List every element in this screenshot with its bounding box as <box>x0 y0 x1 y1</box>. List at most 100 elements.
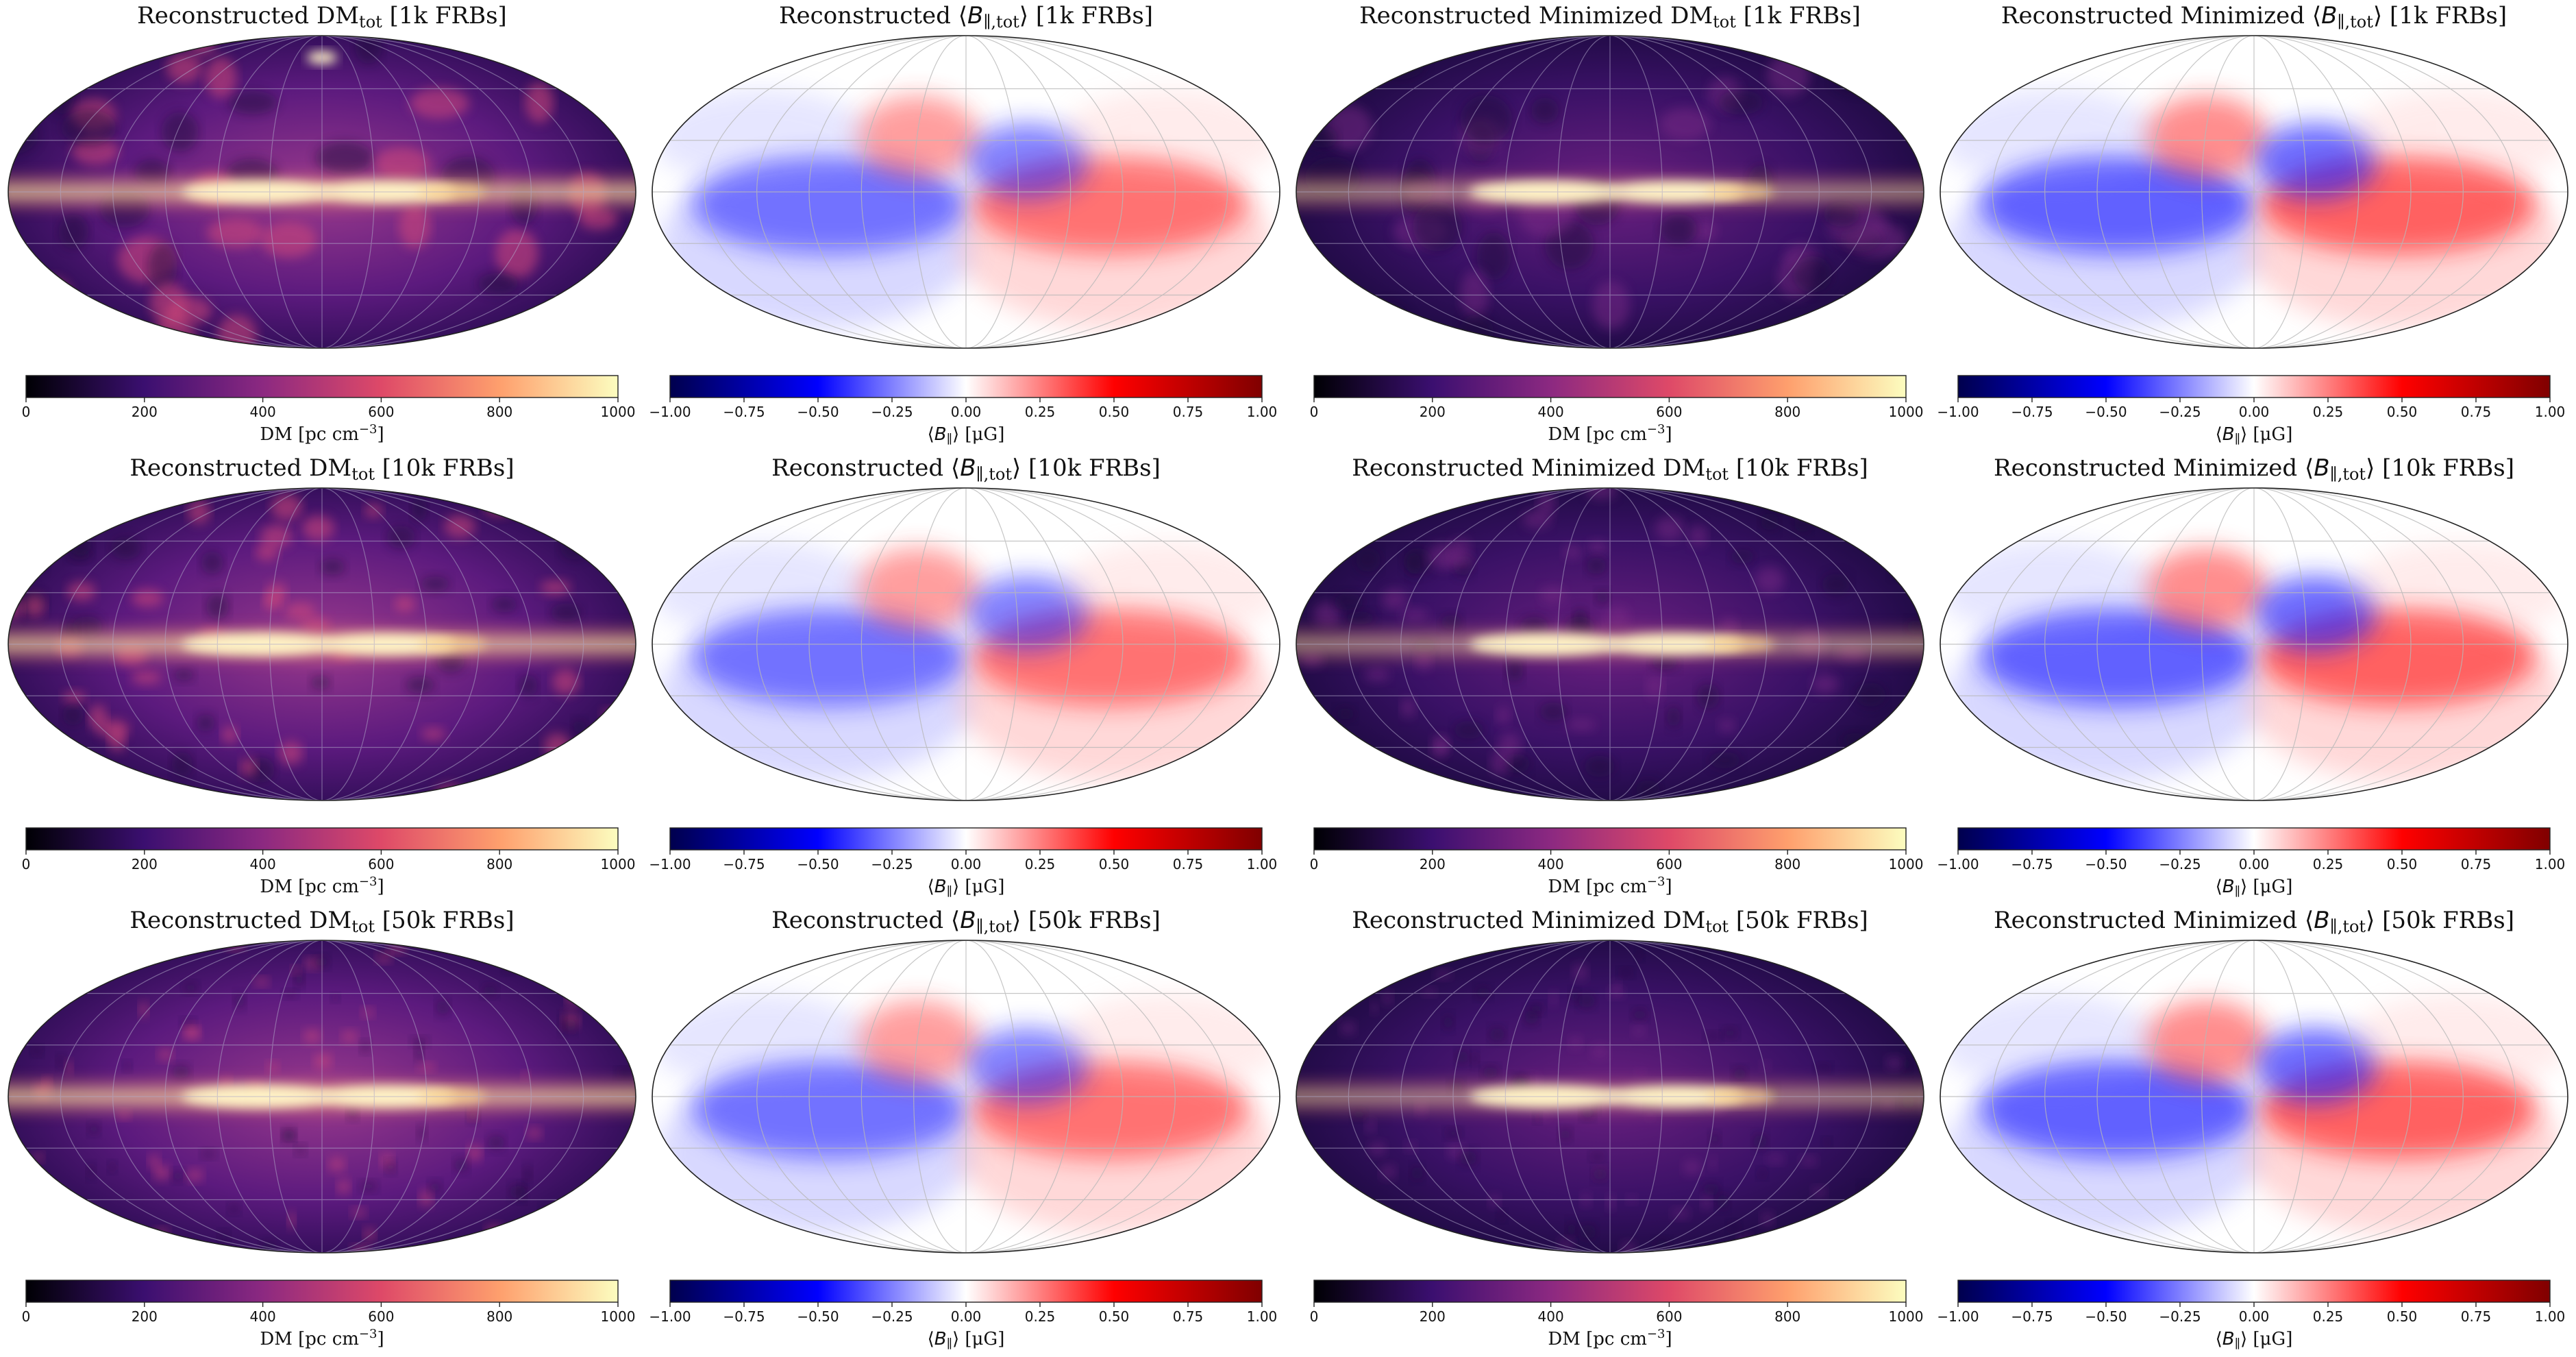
colorbar-gradient <box>1957 827 2551 851</box>
colorbar-tick-label: 0.75 <box>1173 856 1204 872</box>
colorbar-tick-label: 0.50 <box>2387 1308 2418 1325</box>
colorbar-gradient <box>1313 827 1907 851</box>
graticule <box>652 488 1280 800</box>
colorbar-tick-label: 1.00 <box>1247 404 1278 420</box>
sky-map <box>8 940 636 1253</box>
colorbar-label: ⟨B∥⟩ [μG] <box>928 877 1005 899</box>
panel-r2c1: Reconstructed DMtot [10k FRBs] 0 200 400 600… <box>8 454 636 897</box>
colorbar-tick-label: 1.00 <box>1247 1308 1278 1325</box>
colorbar-tick-label: 1000 <box>601 404 636 420</box>
colorbar-tick-label: 1.00 <box>2535 856 2566 872</box>
colorbar-label: ⟨B∥⟩ [μG] <box>2216 877 2293 899</box>
colorbar-tick-label: −0.75 <box>2011 1308 2053 1325</box>
colorbar-label: ⟨B∥⟩ [μG] <box>928 1329 1005 1352</box>
colorbar-tick-label: −0.75 <box>723 856 765 872</box>
colorbar-b: −1.00 −0.75 −0.50 −0.25 0.00 0.25 0.50 0.75 1.00… <box>649 1280 1277 1352</box>
colorbar-tick-label: 200 <box>132 1308 158 1325</box>
colorbar-gradient <box>1957 1280 2551 1303</box>
colorbar-tick-label: 0.50 <box>1099 404 1130 420</box>
colorbar-label: ⟨B∥⟩ [μG] <box>2216 424 2293 447</box>
panel-title: Reconstructed Minimized DMtot [1k FRBs] <box>1359 2 1861 32</box>
colorbar-tick-label: 0.50 <box>1099 856 1130 872</box>
panel-title: Reconstructed Minimized ⟨B∥,tot⟩ [1k FRB… <box>2001 2 2507 32</box>
colorbar-gradient <box>1313 375 1907 398</box>
graticule <box>1296 940 1924 1253</box>
panel-r2c3: Reconstructed Minimized DMtot [10k FRBs]… <box>1296 454 1924 897</box>
colorbar-tick-label: 200 <box>1420 856 1446 872</box>
colorbar-tick-label: 1000 <box>1889 856 1924 872</box>
colorbar-tick-label: 400 <box>250 1308 276 1325</box>
colorbar-label: ⟨B∥⟩ [μG] <box>2216 1329 2293 1352</box>
colorbar-tick-label: 800 <box>486 404 512 420</box>
map-outline <box>652 487 1280 801</box>
colorbar-tick-label: 0.25 <box>2313 1308 2344 1325</box>
colorbar-tick-label: −0.25 <box>2159 856 2201 872</box>
colorbar-label: DM [pc cm−3] <box>1548 422 1672 445</box>
colorbar-tick-label: 1.00 <box>2535 1308 2566 1325</box>
panel-title: Reconstructed DMtot [50k FRBs] <box>129 907 514 936</box>
colorbar-tick-label: 0.25 <box>1025 856 1056 872</box>
colorbar-tick-label: 600 <box>1656 1308 1682 1325</box>
colorbar-tick-label: −0.50 <box>2085 856 2127 872</box>
colorbar-dm: 0 200 400 600 800 1000 DM [pc cm−3] <box>1310 375 1924 445</box>
map-outline <box>1940 940 2568 1254</box>
colorbar-tick-label: 0.75 <box>2461 1308 2492 1325</box>
panel-r1c4: Reconstructed Minimized ⟨B∥,tot⟩ [1k FRB… <box>1937 2 2568 447</box>
map-outline <box>1296 487 1924 801</box>
map-outline <box>1940 35 2568 349</box>
colorbar-tick-label: 1000 <box>1889 404 1924 420</box>
colorbar-tick-label: −0.25 <box>2159 404 2201 420</box>
colorbar-gradient <box>669 827 1263 851</box>
colorbar-gradient <box>669 375 1263 398</box>
map-outline <box>652 35 1280 349</box>
colorbar-tick-label: 800 <box>1774 404 1800 420</box>
colorbar-tick-label: 800 <box>486 1308 512 1325</box>
sky-map <box>1940 36 2568 348</box>
colorbar-tick-label: −0.75 <box>2011 856 2053 872</box>
colorbar-tick-label: 600 <box>368 1308 394 1325</box>
map-outline <box>1296 35 1924 349</box>
colorbar-tick-label: 0.00 <box>951 1308 982 1325</box>
panel-r2c4: Reconstructed Minimized ⟨B∥,tot⟩ [10k FR… <box>1937 454 2568 899</box>
colorbar-tick-label: 1000 <box>601 856 636 872</box>
panel-r3c3: Reconstructed Minimized DMtot [50k FRBs]… <box>1296 907 1924 1349</box>
colorbar-tick-label: 400 <box>250 404 276 420</box>
colorbar-tick-label: −0.50 <box>2085 1308 2127 1325</box>
colorbar-tick-label: 800 <box>486 856 512 872</box>
colorbar-tick-label: 400 <box>1538 856 1564 872</box>
colorbar-gradient <box>1957 375 2551 398</box>
sky-map <box>1940 488 2568 800</box>
colorbar-tick-label: 0.50 <box>2387 856 2418 872</box>
colorbar-b: −1.00 −0.75 −0.50 −0.25 0.00 0.25 0.50 0.75 1.00… <box>1937 375 2565 447</box>
colorbar-tick-label: 200 <box>1420 404 1446 420</box>
panel-r3c1: Reconstructed DMtot [50k FRBs] 0 200 400 600… <box>8 907 636 1349</box>
colorbar-tick-label: 0 <box>22 856 31 872</box>
colorbar-gradient <box>669 1280 1263 1303</box>
colorbar-label: DM [pc cm−3] <box>1548 875 1672 897</box>
panel-title: Reconstructed DMtot [10k FRBs] <box>129 454 514 484</box>
colorbar-tick-label: −1.00 <box>649 856 691 872</box>
colorbar-tick-label: 0 <box>22 404 31 420</box>
graticule <box>8 940 636 1253</box>
sky-map <box>1296 940 1924 1253</box>
colorbar-tick-label: −1.00 <box>1937 1308 1979 1325</box>
panel-title: Reconstructed ⟨B∥,tot⟩ [10k FRBs] <box>771 454 1161 484</box>
colorbar-gradient <box>25 1280 619 1303</box>
colorbar-tick-label: −0.25 <box>871 856 913 872</box>
colorbar-tick-label: 0.00 <box>2239 856 2270 872</box>
graticule <box>8 36 636 348</box>
sky-map <box>652 940 1280 1253</box>
colorbar-tick-label: 600 <box>1656 856 1682 872</box>
colorbar-tick-label: 800 <box>1774 1308 1800 1325</box>
panel-r1c1: Reconstructed DMtot [1k FRBs] 0 200 400 600 8… <box>8 2 636 445</box>
panel-title: Reconstructed Minimized ⟨B∥,tot⟩ [10k FR… <box>1994 454 2514 484</box>
panel-title: Reconstructed ⟨B∥,tot⟩ [1k FRBs] <box>779 2 1153 32</box>
sky-map <box>1296 488 1924 800</box>
colorbar-tick-label: 0.25 <box>1025 1308 1056 1325</box>
colorbar-tick-label: 1.00 <box>1247 856 1278 872</box>
colorbar-tick-label: −1.00 <box>1937 856 1979 872</box>
colorbar-dm: 0 200 400 600 800 1000 DM [pc cm−3] <box>1310 1280 1923 1349</box>
colorbar-tick-label: 0 <box>1310 856 1319 872</box>
panel-title: Reconstructed DMtot [1k FRBs] <box>137 2 507 32</box>
